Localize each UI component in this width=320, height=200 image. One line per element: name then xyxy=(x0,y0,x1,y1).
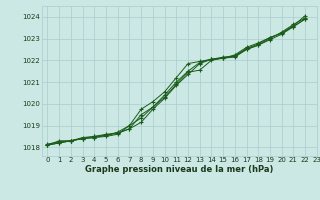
X-axis label: Graphe pression niveau de la mer (hPa): Graphe pression niveau de la mer (hPa) xyxy=(85,165,273,174)
